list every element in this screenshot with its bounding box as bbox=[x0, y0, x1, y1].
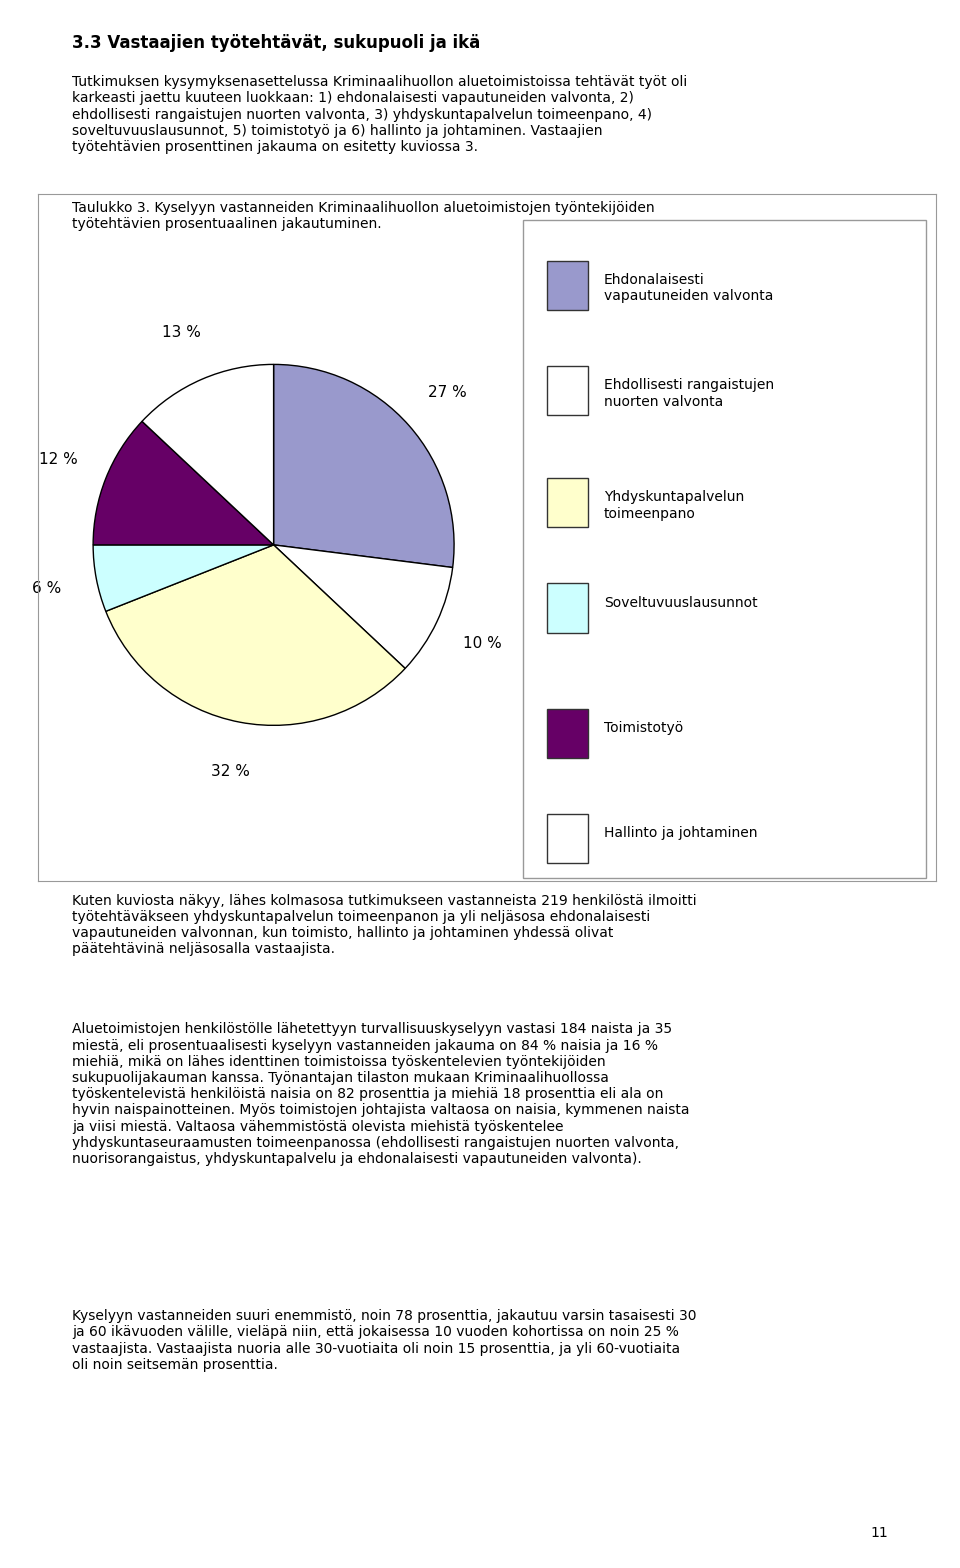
Text: Toimistotyö: Toimistotyö bbox=[604, 721, 684, 735]
Text: 11: 11 bbox=[871, 1526, 888, 1540]
Text: Hallinto ja johtaminen: Hallinto ja johtaminen bbox=[604, 826, 757, 840]
Wedge shape bbox=[106, 546, 405, 726]
Text: Aluetoimistojen henkilöstölle lähetettyyn turvallisuuskyselyyn vastasi 184 naist: Aluetoimistojen henkilöstölle lähetettyy… bbox=[72, 1022, 689, 1167]
Text: Yhdyskuntapalvelun
toimeenpano: Yhdyskuntapalvelun toimeenpano bbox=[604, 491, 744, 521]
Bar bbox=[547, 583, 588, 633]
Bar bbox=[547, 709, 588, 757]
Text: Kyselyyn vastanneiden suuri enemmistö, noin 78 prosenttia, jakautuu varsin tasai: Kyselyyn vastanneiden suuri enemmistö, n… bbox=[72, 1309, 697, 1372]
Text: 32 %: 32 % bbox=[211, 764, 250, 779]
Text: Soveltuvuuslausunnot: Soveltuvuuslausunnot bbox=[604, 596, 757, 610]
Bar bbox=[547, 478, 588, 527]
Text: Tutkimuksen kysymyksenasettelussa Kriminaalihuollon aluetoimistoissa tehtävät ty: Tutkimuksen kysymyksenasettelussa Krimin… bbox=[72, 75, 687, 154]
Bar bbox=[547, 814, 588, 864]
Text: 13 %: 13 % bbox=[162, 326, 202, 340]
Text: Kuten kuviosta näkyy, lähes kolmasosa tutkimukseen vastanneista 219 henkilöstä i: Kuten kuviosta näkyy, lähes kolmasosa tu… bbox=[72, 894, 697, 956]
Text: 10 %: 10 % bbox=[464, 635, 502, 651]
Bar bbox=[547, 260, 588, 310]
Text: 27 %: 27 % bbox=[427, 384, 467, 400]
Wedge shape bbox=[93, 544, 274, 612]
Wedge shape bbox=[274, 364, 454, 568]
Text: Taulukko 3. Kyselyyn vastanneiden Kriminaalihuollon aluetoimistojen työntekijöid: Taulukko 3. Kyselyyn vastanneiden Krimin… bbox=[72, 201, 655, 230]
Bar bbox=[547, 365, 588, 416]
Text: 6 %: 6 % bbox=[32, 580, 61, 596]
Wedge shape bbox=[142, 364, 274, 546]
Text: Ehdollisesti rangaistujen
nuorten valvonta: Ehdollisesti rangaistujen nuorten valvon… bbox=[604, 378, 774, 409]
Wedge shape bbox=[274, 546, 453, 668]
Text: Ehdonalaisesti
vapautuneiden valvonta: Ehdonalaisesti vapautuneiden valvonta bbox=[604, 273, 773, 303]
Text: 3.3 Vastaajien työtehtävät, sukupuoli ja ikä: 3.3 Vastaajien työtehtävät, sukupuoli ja… bbox=[72, 34, 480, 52]
Wedge shape bbox=[93, 422, 274, 546]
Text: 12 %: 12 % bbox=[39, 452, 78, 467]
